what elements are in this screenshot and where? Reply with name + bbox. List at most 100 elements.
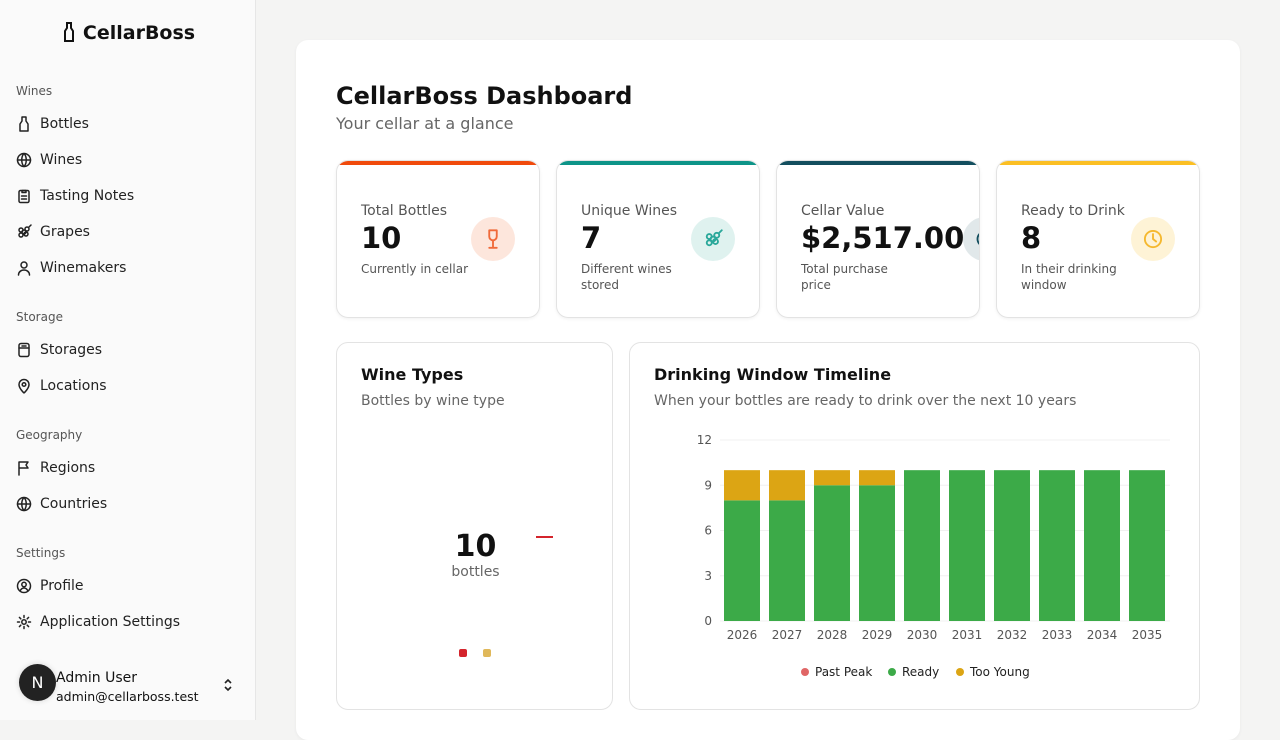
- stat-accent-bar: [557, 161, 759, 165]
- wine-types-title: Wine Types: [361, 365, 464, 384]
- bar-too-young-2028[interactable]: [814, 470, 850, 486]
- y-tick-label: 3: [704, 569, 712, 583]
- stat-value: 10: [361, 221, 402, 255]
- stat-accent-bar: [337, 161, 539, 165]
- sidebar-item-label: Grapes: [40, 224, 90, 240]
- sidebar: CellarBoss Wines Bottles Wines Tasting Note…: [0, 0, 256, 720]
- legend-marker[interactable]: [956, 668, 964, 676]
- globe-icon: [16, 496, 32, 512]
- page-subtitle: Your cellar at a glance: [336, 114, 514, 133]
- bar-too-young-2027[interactable]: [769, 470, 805, 501]
- stat-label: Cellar Value: [801, 203, 885, 219]
- sidebar-item-grapes[interactable]: Grapes: [16, 222, 90, 242]
- sidebar-item-locations[interactable]: Locations: [16, 376, 107, 396]
- nav-group-label: Geography: [16, 428, 83, 442]
- donut-total: 10: [454, 529, 497, 564]
- storage-icon: [18, 342, 30, 358]
- chevron-up-down-icon[interactable]: [223, 678, 233, 692]
- x-tick-label: 2028: [817, 628, 848, 642]
- sidebar-item-label: Bottles: [40, 116, 89, 132]
- stat-icon-badge: [471, 217, 515, 261]
- stat-card: Cellar Value $2,517.00 Total purchase pr…: [776, 160, 980, 318]
- sidebar-item-countries[interactable]: Countries: [16, 494, 107, 514]
- stat-accent-bar: [997, 161, 1199, 165]
- sidebar-item-label: Regions: [40, 460, 96, 476]
- gear-icon: [16, 614, 32, 630]
- bar-too-young-2029[interactable]: [859, 470, 895, 486]
- sidebar-item-wines[interactable]: Wines: [16, 150, 82, 170]
- bar-ready-2026[interactable]: [724, 500, 760, 621]
- clipboard-icon: [18, 189, 30, 204]
- sidebar-item-winemakers[interactable]: Winemakers: [16, 258, 126, 278]
- legend-dot[interactable]: [459, 649, 467, 657]
- y-tick-label: 9: [704, 478, 712, 492]
- nav-group-label: Settings: [16, 546, 66, 560]
- bar-ready-2033[interactable]: [1039, 470, 1075, 621]
- sidebar-item-label: Profile: [40, 578, 84, 594]
- x-tick-label: 2035: [1132, 628, 1163, 642]
- stat-description: Total purchase price: [801, 262, 888, 292]
- bar-too-young-2026[interactable]: [724, 470, 760, 501]
- sidebar-item-label: Application Settings: [40, 614, 181, 630]
- bottle-icon: [19, 116, 29, 132]
- bar-ready-2029[interactable]: [859, 485, 895, 621]
- legend-marker[interactable]: [888, 668, 896, 676]
- avatar: N: [19, 664, 56, 701]
- y-tick-label: 6: [704, 524, 712, 538]
- sidebar-item-application-settings[interactable]: Application Settings: [16, 612, 180, 632]
- flag-icon: [18, 461, 29, 476]
- sidebar-item-label: Winemakers: [40, 260, 127, 276]
- sidebar-item-label: Locations: [40, 378, 107, 394]
- user-icon: [17, 261, 31, 276]
- sidebar-item-label: Countries: [40, 496, 108, 512]
- legend-label[interactable]: Too Young: [969, 665, 1030, 679]
- main-panel: CellarBoss Dashboard Your cellar at a gl…: [296, 40, 1240, 740]
- x-tick-label: 2033: [1042, 628, 1073, 642]
- bar-ready-2034[interactable]: [1084, 470, 1120, 621]
- grapes-icon: [18, 224, 32, 238]
- legend-marker[interactable]: [801, 668, 809, 676]
- x-tick-label: 2034: [1087, 628, 1118, 642]
- chart-title: Drinking Window Timeline: [654, 365, 892, 384]
- brand[interactable]: CellarBoss: [0, 22, 256, 44]
- page-title: CellarBoss Dashboard: [336, 82, 633, 110]
- x-tick-label: 2029: [862, 628, 893, 642]
- stat-description: Different wines stored: [581, 262, 672, 292]
- sidebar-item-storages[interactable]: Storages: [16, 340, 102, 360]
- bar-ready-2032[interactable]: [994, 470, 1030, 621]
- stat-description: In their drinking window: [1021, 262, 1117, 292]
- bar-ready-2031[interactable]: [949, 470, 985, 621]
- y-tick-label: 0: [704, 614, 712, 628]
- sidebar-item-bottles[interactable]: Bottles: [16, 114, 89, 134]
- sidebar-item-label: Tasting Notes: [40, 188, 135, 204]
- globe-icon: [16, 152, 32, 168]
- sidebar-item-tasting-notes[interactable]: Tasting Notes: [16, 186, 134, 206]
- map-pin-icon: [18, 378, 30, 394]
- stat-icon-badge: [691, 217, 735, 261]
- donut-slice[interactable]: [536, 536, 553, 538]
- sidebar-item-label: Storages: [40, 342, 103, 358]
- bottle-icon: [63, 22, 74, 42]
- x-tick-label: 2032: [997, 628, 1028, 642]
- bar-ready-2035[interactable]: [1129, 470, 1165, 621]
- stat-value: 8: [1021, 221, 1042, 255]
- nav-group-label: Wines: [16, 84, 53, 98]
- bar-ready-2027[interactable]: [769, 500, 805, 621]
- donut-total-label: bottles: [451, 564, 500, 580]
- user-menu[interactable]: N Admin User admin@cellarboss.test: [18, 662, 243, 704]
- stat-icon-badge: [963, 217, 979, 261]
- y-tick-label: 12: [697, 433, 712, 447]
- user-email: admin@cellarboss.test: [56, 689, 199, 704]
- stat-label: Ready to Drink: [1021, 203, 1125, 219]
- sidebar-item-regions[interactable]: Regions: [16, 458, 95, 478]
- bar-ready-2028[interactable]: [814, 485, 850, 621]
- legend-label[interactable]: Past Peak: [815, 665, 872, 679]
- bar-ready-2030[interactable]: [904, 470, 940, 621]
- legend-label[interactable]: Ready: [902, 665, 939, 679]
- legend-dot[interactable]: [483, 649, 491, 657]
- sidebar-item-profile[interactable]: Profile: [16, 576, 84, 596]
- wine-glass-icon: [488, 229, 498, 249]
- stat-card: Unique Wines 7 Different wines stored: [556, 160, 760, 318]
- coins-icon: [976, 233, 979, 245]
- stat-card: Total Bottles 10 Currently in cellar: [336, 160, 540, 318]
